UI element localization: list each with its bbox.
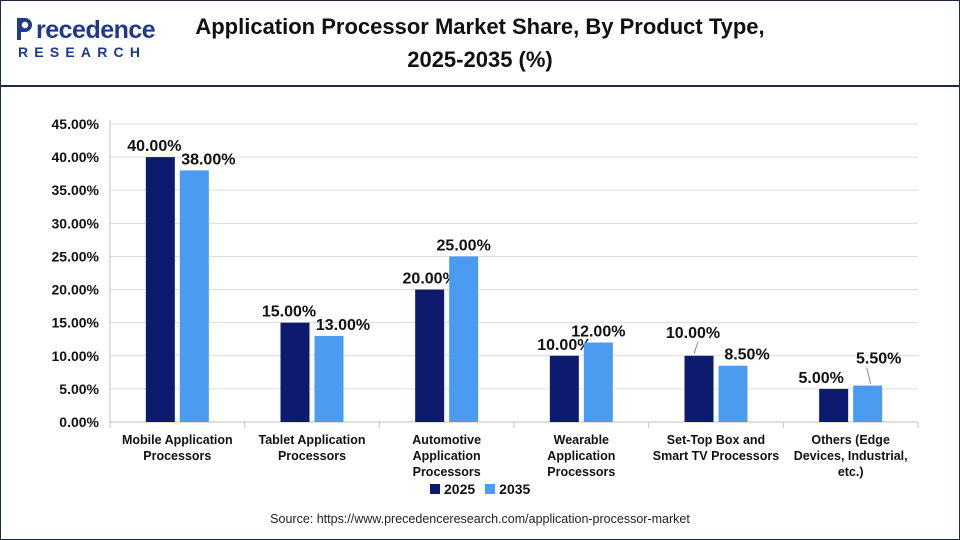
chart-title: Application Processor Market Share, By P… <box>150 10 810 76</box>
bar-2035 <box>853 385 883 422</box>
x-category-label: Smart TV Processors <box>653 449 779 463</box>
legend-item-2025: 2025 <box>430 481 475 497</box>
y-tick-label: 0.00% <box>59 414 99 430</box>
bar-2035 <box>449 256 479 422</box>
legend-swatch-2025 <box>430 484 440 494</box>
legend-item-2035: 2035 <box>485 481 530 497</box>
header-divider <box>0 85 960 87</box>
y-tick-label: 20.00% <box>52 282 100 298</box>
x-category-label: Processors <box>278 449 346 463</box>
legend-label-2035: 2035 <box>499 481 531 497</box>
bar-2025 <box>280 322 310 422</box>
x-category-label: Application <box>413 449 481 463</box>
y-tick-label: 45.00% <box>52 116 100 132</box>
legend-label-2025: 2025 <box>444 481 476 497</box>
y-tick-label: 30.00% <box>52 215 100 231</box>
x-category-label: Application <box>547 449 615 463</box>
x-category-label: Devices, Industrial, <box>794 449 908 463</box>
x-category-label: Set-Top Box and <box>667 433 765 447</box>
bar-2025 <box>415 289 445 422</box>
chart-title-line-1: Application Processor Market Share, By P… <box>195 14 765 39</box>
data-label-2035: 12.00% <box>571 324 625 341</box>
y-tick-label: 25.00% <box>52 248 100 264</box>
y-tick-label: 5.00% <box>59 381 99 397</box>
leader-line <box>866 367 872 384</box>
y-tick-label: 35.00% <box>52 182 100 198</box>
data-label-2035: 8.50% <box>724 347 769 364</box>
brand-logo: recedence RESEARCH <box>14 14 164 64</box>
data-label-2025: 10.00% <box>537 337 591 354</box>
x-category-label: Others (Edge <box>811 433 890 447</box>
data-label-2025: 20.00% <box>403 271 457 288</box>
data-label-2035: 5.50% <box>856 351 901 368</box>
data-label-2035: 13.00% <box>316 317 370 334</box>
bar-2025 <box>684 355 714 422</box>
data-label-2025: 5.00% <box>798 370 843 387</box>
data-label-2025: 10.00% <box>666 325 720 342</box>
legend: 2025 2035 <box>430 481 540 497</box>
x-category-label: Automotive <box>412 433 481 447</box>
bar-2035 <box>314 335 344 422</box>
logo-subtitle: RESEARCH <box>18 44 147 60</box>
x-category-label: Mobile Application <box>122 433 233 447</box>
bar-2035 <box>583 342 613 422</box>
x-category-label: Processors <box>547 465 615 479</box>
bar-2025 <box>819 388 849 422</box>
logo-wordmark: recedence <box>36 16 156 44</box>
chart-title-line-2: 2025-2035 (%) <box>407 47 553 72</box>
header: recedence RESEARCH Application Processor… <box>0 0 960 86</box>
data-label-2035: 38.00% <box>181 151 235 168</box>
legend-swatch-2035 <box>485 484 496 494</box>
bar-2035 <box>718 365 748 422</box>
x-category-label: Wearable <box>554 433 609 447</box>
x-category-label: Processors <box>413 465 481 479</box>
data-label-2025: 15.00% <box>262 304 316 321</box>
x-category-label: Processors <box>143 449 211 463</box>
leader-line <box>693 341 699 354</box>
logo-p-icon <box>17 18 32 40</box>
y-tick-label: 40.00% <box>52 149 100 165</box>
x-category-label: etc.) <box>838 465 864 479</box>
bar-chart: 0.00% 5.00% 10.00% 15.00% 20.00% 25.00% 30.00%… <box>52 116 919 479</box>
data-label-2035: 25.00% <box>437 237 491 254</box>
bar-2025 <box>145 157 175 422</box>
bar-2025 <box>549 355 579 422</box>
y-tick-label: 15.00% <box>52 315 100 331</box>
y-tick-label: 10.00% <box>52 348 100 364</box>
bar-2035 <box>179 170 209 422</box>
data-label-2025: 40.00% <box>127 138 181 155</box>
source-note: Source: https://www.precedenceresearch.c… <box>270 512 690 526</box>
x-category-label: Tablet Application <box>259 433 366 447</box>
